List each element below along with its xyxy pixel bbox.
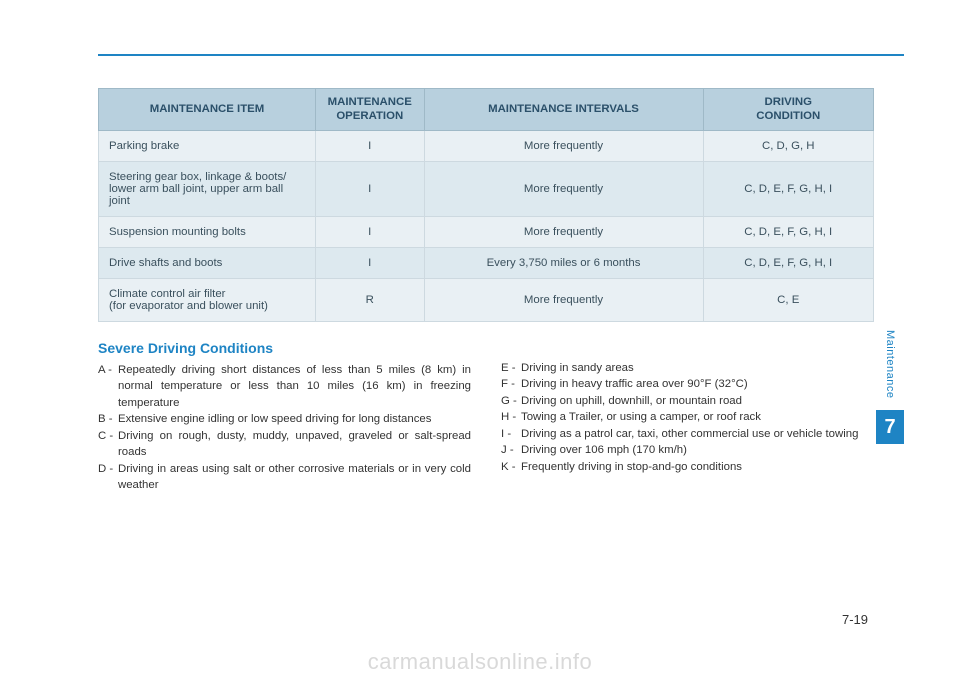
- cell-cond: C, D, E, F, G, H, I: [703, 247, 874, 278]
- condition-text: Driving over 106 mph (170 km/h): [521, 442, 874, 459]
- cell-op: I: [316, 130, 425, 161]
- table-row: Suspension mounting bolts I More frequen…: [99, 216, 874, 247]
- side-section-number: 7: [876, 410, 904, 444]
- cell-cond: C, E: [703, 278, 874, 321]
- th-operation: MAINTENANCEOPERATION: [316, 89, 425, 131]
- condition-key: I -: [501, 426, 521, 443]
- cell-cond: C, D, E, F, G, H, I: [703, 161, 874, 216]
- condition-text: Frequently driving in stop-and-go condit…: [521, 459, 874, 476]
- cell-op: I: [316, 161, 425, 216]
- condition-key: D -: [98, 461, 118, 494]
- cell-item: Climate control air filter(for evaporato…: [99, 278, 316, 321]
- th-intervals: MAINTENANCE INTERVALS: [424, 89, 703, 131]
- condition-item: G -Driving on uphill, downhill, or mount…: [501, 393, 874, 410]
- cell-interval: Every 3,750 miles or 6 months: [424, 247, 703, 278]
- cell-op: I: [316, 247, 425, 278]
- th-condition: DRIVINGCONDITION: [703, 89, 874, 131]
- condition-text: Driving on rough, dusty, muddy, unpaved,…: [118, 428, 471, 461]
- condition-item: B -Extensive engine idling or low speed …: [98, 411, 471, 428]
- condition-key: J -: [501, 442, 521, 459]
- conditions-col-left: Severe Driving Conditions A -Repeatedly …: [98, 340, 471, 494]
- condition-key: H -: [501, 409, 521, 426]
- condition-text: Towing a Trailer, or using a camper, or …: [521, 409, 874, 426]
- condition-key: G -: [501, 393, 521, 410]
- conditions-title: Severe Driving Conditions: [98, 340, 471, 356]
- condition-item: J -Driving over 106 mph (170 km/h): [501, 442, 874, 459]
- condition-text: Driving in heavy traffic area over 90°F …: [521, 376, 874, 393]
- condition-text: Driving in areas using salt or other cor…: [118, 461, 471, 494]
- condition-key: A -: [98, 362, 118, 412]
- page-number: 7-19: [842, 612, 868, 627]
- condition-key: B -: [98, 411, 118, 428]
- table-body: Parking brake I More frequently C, D, G,…: [99, 130, 874, 321]
- th-item: MAINTENANCE ITEM: [99, 89, 316, 131]
- cell-item: Drive shafts and boots: [99, 247, 316, 278]
- condition-item: A -Repeatedly driving short distances of…: [98, 362, 471, 412]
- page: MAINTENANCE ITEM MAINTENANCEOPERATION MA…: [0, 0, 960, 689]
- cell-interval: More frequently: [424, 130, 703, 161]
- table-row: Climate control air filter(for evaporato…: [99, 278, 874, 321]
- condition-item: D -Driving in areas using salt or other …: [98, 461, 471, 494]
- cell-interval: More frequently: [424, 278, 703, 321]
- condition-text: Extensive engine idling or low speed dri…: [118, 411, 471, 428]
- conditions-block: Severe Driving Conditions A -Repeatedly …: [98, 340, 874, 494]
- cell-cond: C, D, G, H: [703, 130, 874, 161]
- side-section-label: Maintenance: [884, 330, 896, 399]
- cell-item: Parking brake: [99, 130, 316, 161]
- condition-item: F -Driving in heavy traffic area over 90…: [501, 376, 874, 393]
- cell-op: R: [316, 278, 425, 321]
- table-header-row: MAINTENANCE ITEM MAINTENANCEOPERATION MA…: [99, 89, 874, 131]
- condition-text: Driving as a patrol car, taxi, other com…: [521, 426, 874, 443]
- cell-cond: C, D, E, F, G, H, I: [703, 216, 874, 247]
- condition-item: H -Towing a Trailer, or using a camper, …: [501, 409, 874, 426]
- maintenance-table: MAINTENANCE ITEM MAINTENANCEOPERATION MA…: [98, 88, 874, 322]
- side-tab: Maintenance 7: [876, 330, 904, 444]
- table-row: Drive shafts and boots I Every 3,750 mil…: [99, 247, 874, 278]
- cell-op: I: [316, 216, 425, 247]
- condition-item: C -Driving on rough, dusty, muddy, unpav…: [98, 428, 471, 461]
- table-row: Parking brake I More frequently C, D, G,…: [99, 130, 874, 161]
- condition-item: K -Frequently driving in stop-and-go con…: [501, 459, 874, 476]
- content-area: MAINTENANCE ITEM MAINTENANCEOPERATION MA…: [98, 54, 874, 494]
- top-rule: [98, 54, 904, 56]
- conditions-col-right: E -Driving in sandy areas F -Driving in …: [501, 340, 874, 494]
- condition-key: E -: [501, 360, 521, 377]
- condition-key: K -: [501, 459, 521, 476]
- condition-text: Driving in sandy areas: [521, 360, 874, 377]
- condition-text: Driving on uphill, downhill, or mountain…: [521, 393, 874, 410]
- cell-interval: More frequently: [424, 161, 703, 216]
- condition-key: F -: [501, 376, 521, 393]
- table-row: Steering gear box, linkage & boots/ lowe…: [99, 161, 874, 216]
- condition-item: E -Driving in sandy areas: [501, 360, 874, 377]
- watermark: carmanualsonline.info: [0, 649, 960, 675]
- condition-item: I -Driving as a patrol car, taxi, other …: [501, 426, 874, 443]
- spacer: [501, 340, 874, 360]
- cell-item: Steering gear box, linkage & boots/ lowe…: [99, 161, 316, 216]
- cell-interval: More frequently: [424, 216, 703, 247]
- condition-text: Repeatedly driving short distances of le…: [118, 362, 471, 412]
- condition-key: C -: [98, 428, 118, 461]
- cell-item: Suspension mounting bolts: [99, 216, 316, 247]
